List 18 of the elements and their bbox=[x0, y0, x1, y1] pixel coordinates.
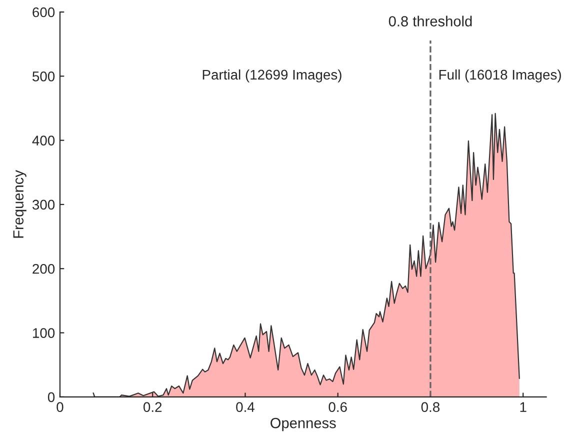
y-tick-label: 600 bbox=[32, 7, 55, 18]
annotation: Partial (12699 Images) bbox=[202, 69, 342, 82]
y-tick-label: 300 bbox=[32, 200, 55, 210]
annotation: Full (16018 Images) bbox=[439, 69, 561, 82]
x-axis-title: Openness bbox=[270, 418, 336, 432]
x-tick-label: 1 bbox=[520, 402, 526, 412]
x-tick-label: 0.6 bbox=[328, 402, 347, 412]
y-axis-title: Frequency bbox=[13, 170, 26, 238]
x-tick-label: 0.2 bbox=[143, 402, 162, 412]
y-tick-label: 0 bbox=[48, 392, 55, 402]
x-tick-label: 0.8 bbox=[421, 402, 440, 412]
x-tick-label: 0 bbox=[56, 402, 64, 412]
y-tick-label: 100 bbox=[33, 328, 55, 338]
y-tick-label: 200 bbox=[32, 264, 55, 274]
y-tick-label: 400 bbox=[32, 136, 55, 146]
y-tick-label: 500 bbox=[32, 72, 55, 82]
ref-line-label: 0.8 threshold bbox=[388, 16, 472, 26]
x-tick-label: 0.4 bbox=[236, 402, 254, 412]
